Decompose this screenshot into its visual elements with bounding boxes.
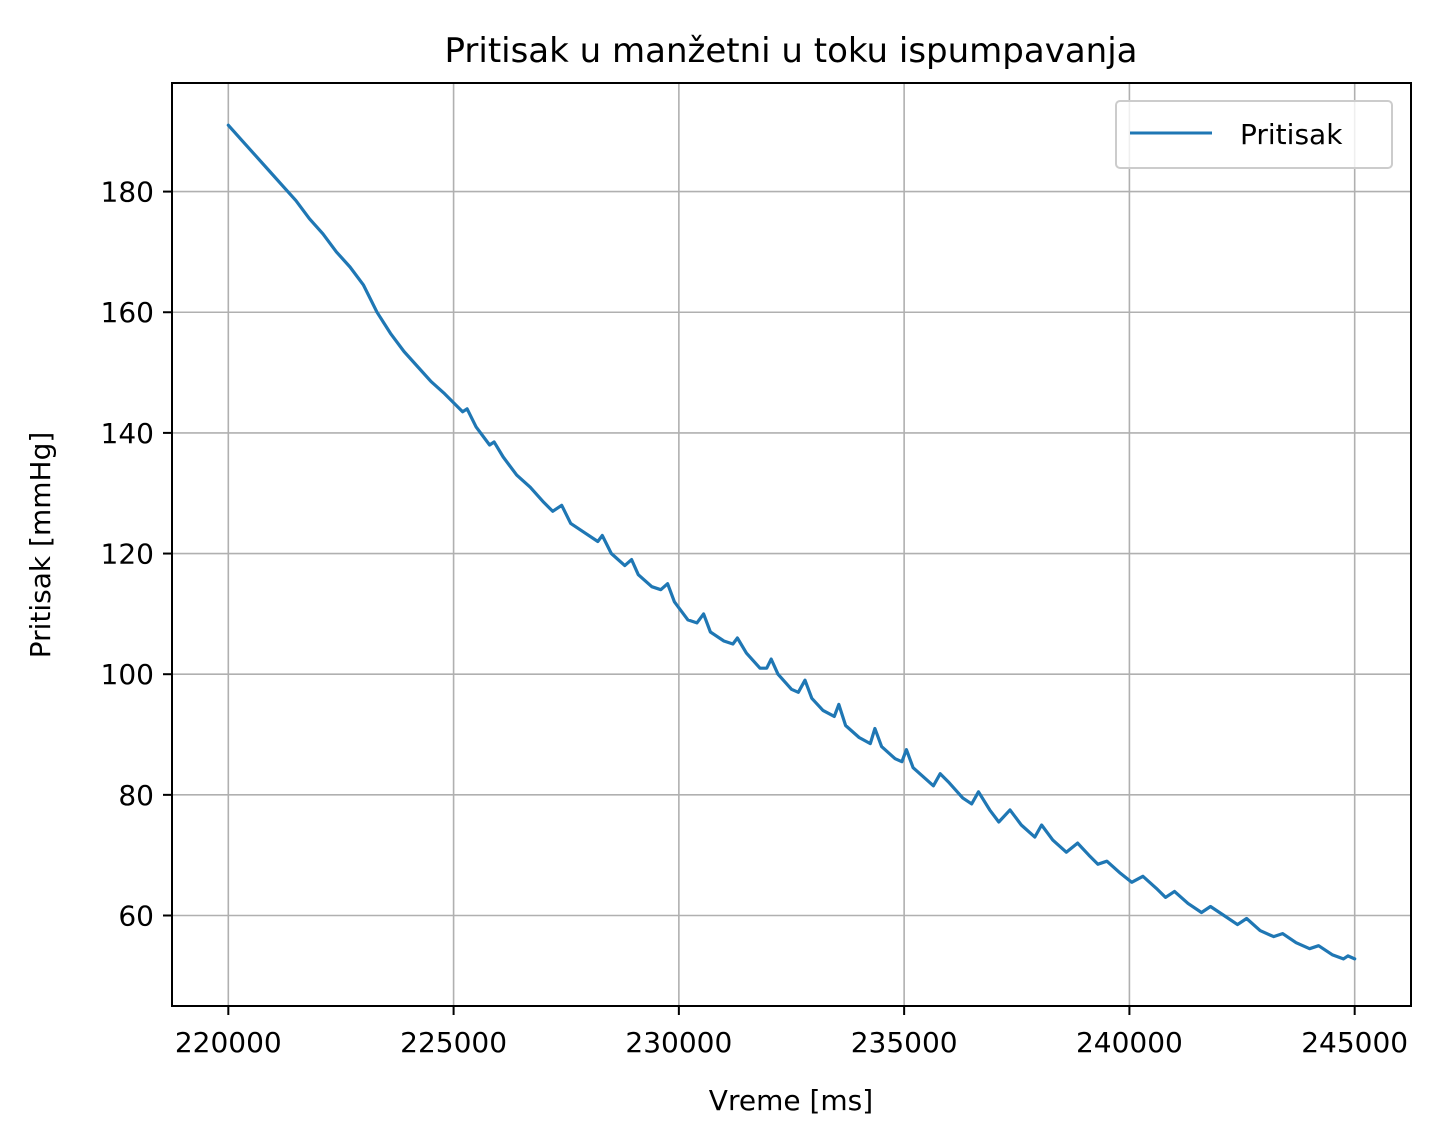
plot-frame [171,82,1412,1007]
x-tick-label: 240000 [1076,1026,1183,1059]
tick-layer: 220000 225000 230000 235000 240000 245000 60 80… [101,176,1409,1059]
x-tick-label: 225000 [400,1026,507,1059]
y-axis-label: Pritisak [mmHg] [24,432,57,659]
y-tick-label: 180 [101,176,154,209]
y-tick-label: 80 [118,779,154,812]
series-line-pritisak [226,123,1357,961]
legend-box [1115,100,1393,169]
y-tick-label: 60 [118,900,154,933]
chart-title: Pritisak u manžetni u toku ispumpavanja [444,31,1137,71]
legend-label-pritisak: Pritisak [1240,118,1343,151]
data-layer [226,123,1357,961]
y-tick-label: 160 [101,296,154,329]
x-tick-label: 235000 [851,1026,958,1059]
x-tick-label: 230000 [625,1026,732,1059]
y-tick-label: 120 [101,538,154,571]
x-tick-label: 245000 [1301,1026,1408,1059]
y-tick-label: 100 [101,658,154,691]
legend: Pritisak [1115,100,1393,169]
x-axis-label: Vreme [ms] [709,1084,873,1117]
x-tick-label: 220000 [175,1026,282,1059]
y-tick-label: 140 [101,417,154,450]
